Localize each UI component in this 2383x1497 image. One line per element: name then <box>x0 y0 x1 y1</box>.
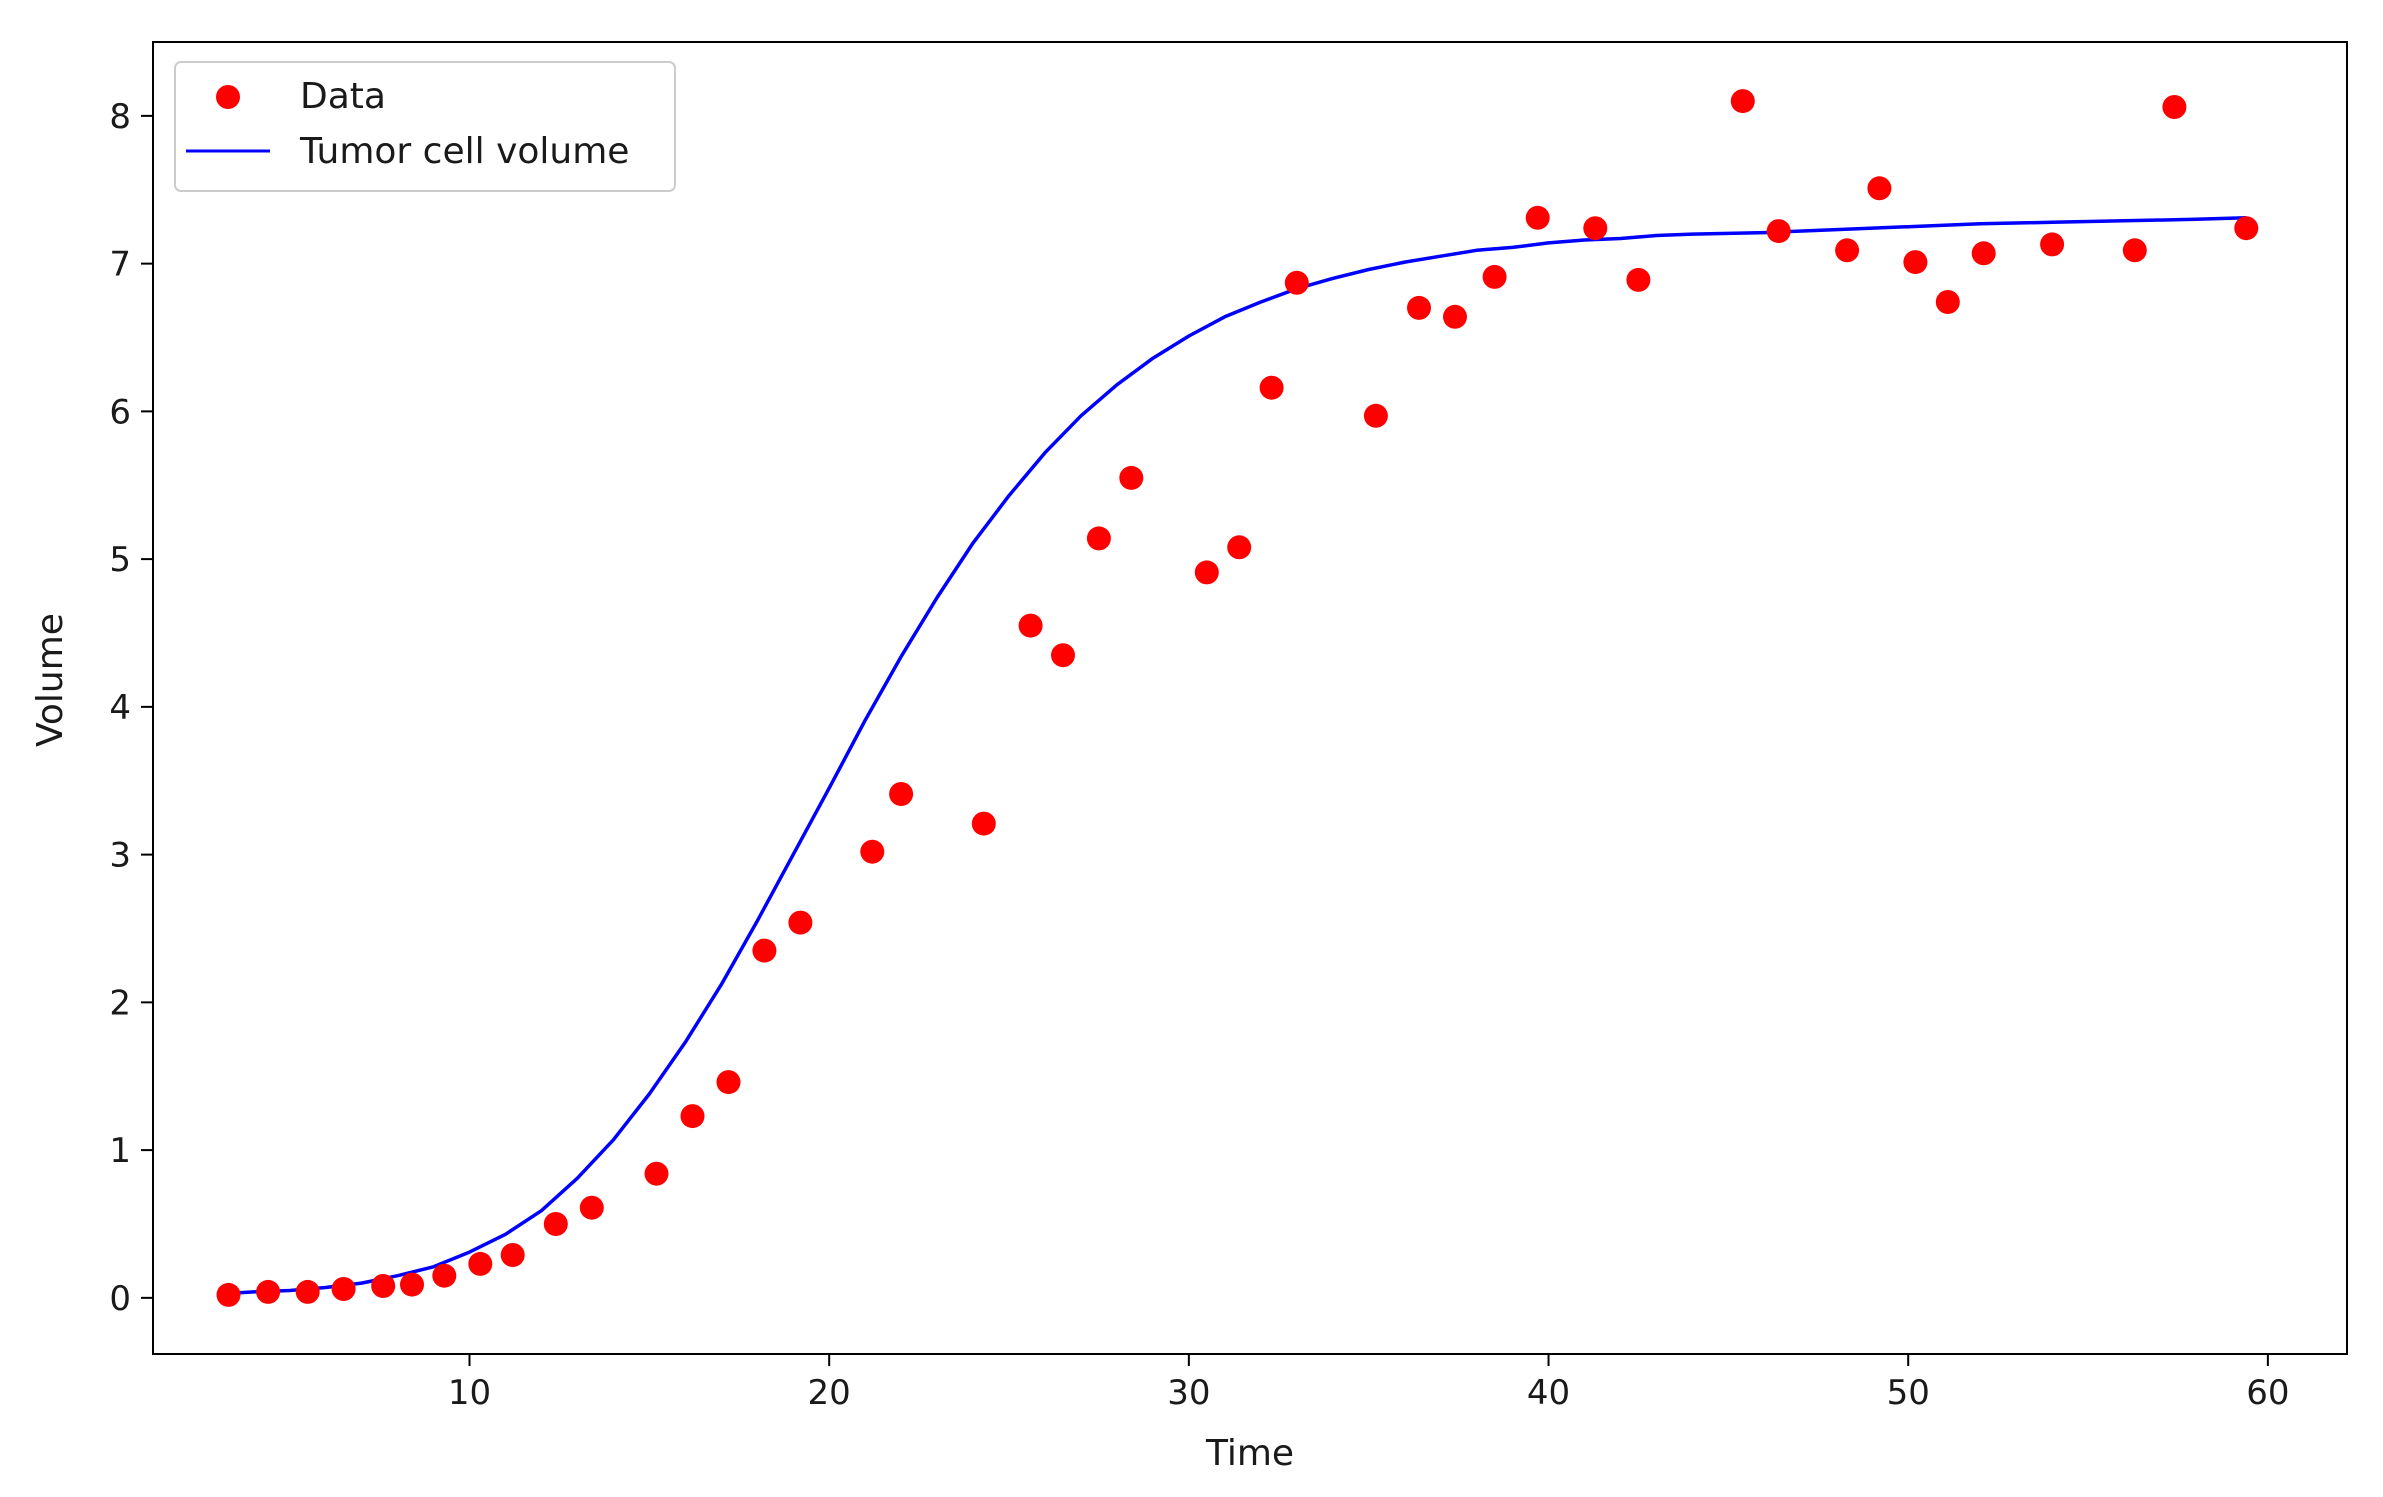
y-axis-ticks: 0 1 2 3 4 5 6 7 8 <box>109 97 153 1319</box>
y-tick-label: 2 <box>109 983 131 1023</box>
series-line-tumor-cell-volume <box>228 216 2247 1296</box>
data-point <box>295 1279 320 1304</box>
data-point <box>1018 613 1043 638</box>
data-point <box>1525 205 1550 230</box>
legend-marker-data <box>216 85 240 109</box>
x-tick-label: 60 <box>2246 1373 2289 1413</box>
data-point <box>543 1212 568 1236</box>
data-point <box>1935 290 1960 314</box>
scatter-layer <box>216 89 2259 1307</box>
data-point <box>2040 232 2065 257</box>
data-point <box>500 1243 525 1267</box>
data-point <box>1482 264 1507 289</box>
data-point <box>579 1195 604 1220</box>
data-point <box>1284 270 1309 295</box>
data-point <box>216 1282 241 1307</box>
y-tick-label: 4 <box>109 688 131 728</box>
data-point <box>1903 250 1928 275</box>
data-point <box>371 1274 396 1298</box>
data-point <box>1766 219 1791 244</box>
x-tick-label: 30 <box>1167 1373 1210 1413</box>
y-tick-label: 8 <box>109 97 131 137</box>
data-point <box>1730 89 1755 114</box>
data-point <box>680 1104 705 1129</box>
data-point <box>1119 465 1144 490</box>
data-point <box>256 1279 281 1304</box>
plot-area <box>152 41 2348 1355</box>
data-point <box>432 1263 457 1288</box>
line-layer <box>228 216 2247 1296</box>
data-point <box>644 1161 669 1186</box>
y-tick-label: 6 <box>109 392 131 432</box>
data-point <box>1583 216 1608 241</box>
y-axis-label: Volume <box>30 613 71 747</box>
data-point <box>1835 238 1860 263</box>
data-point <box>1363 403 1388 428</box>
y-tick-label: 7 <box>109 245 131 285</box>
data-point <box>971 811 996 836</box>
data-point <box>860 839 885 864</box>
x-tick-label: 10 <box>448 1373 491 1413</box>
y-tick-label: 1 <box>109 1131 131 1171</box>
data-point <box>889 782 914 806</box>
y-tick-label: 3 <box>109 836 131 876</box>
data-point <box>2234 216 2259 241</box>
data-point <box>1086 526 1111 551</box>
data-point <box>2162 95 2187 119</box>
data-point <box>468 1251 493 1276</box>
legend: Data Tumor cell volume <box>174 61 676 192</box>
x-axis-label: Time <box>1205 1433 1294 1474</box>
data-point <box>1051 643 1075 668</box>
data-point <box>1626 267 1651 292</box>
legend-label-data: Data <box>300 76 386 117</box>
data-point <box>1407 295 1431 320</box>
data-point <box>331 1277 356 1301</box>
x-tick-label: 50 <box>1887 1373 1930 1413</box>
x-tick-label: 20 <box>808 1373 851 1413</box>
data-point <box>400 1272 424 1297</box>
data-point <box>716 1070 741 1095</box>
data-point <box>1971 241 1996 266</box>
y-tick-label: 5 <box>109 540 131 580</box>
x-axis-ticks: 10 20 30 40 50 60 <box>448 1354 2290 1413</box>
data-point <box>1259 375 1284 400</box>
y-tick-label: 0 <box>109 1279 131 1319</box>
data-point <box>1867 176 1892 201</box>
legend-box <box>174 61 676 192</box>
data-point <box>752 938 777 963</box>
data-point <box>1227 535 1252 560</box>
data-point <box>788 910 813 935</box>
data-point <box>2122 238 2147 263</box>
data-point <box>1443 304 1467 329</box>
data-point <box>1194 560 1219 585</box>
x-tick-label: 40 <box>1527 1373 1570 1413</box>
legend-label-tumor-cell-volume: Tumor cell volume <box>299 131 629 172</box>
